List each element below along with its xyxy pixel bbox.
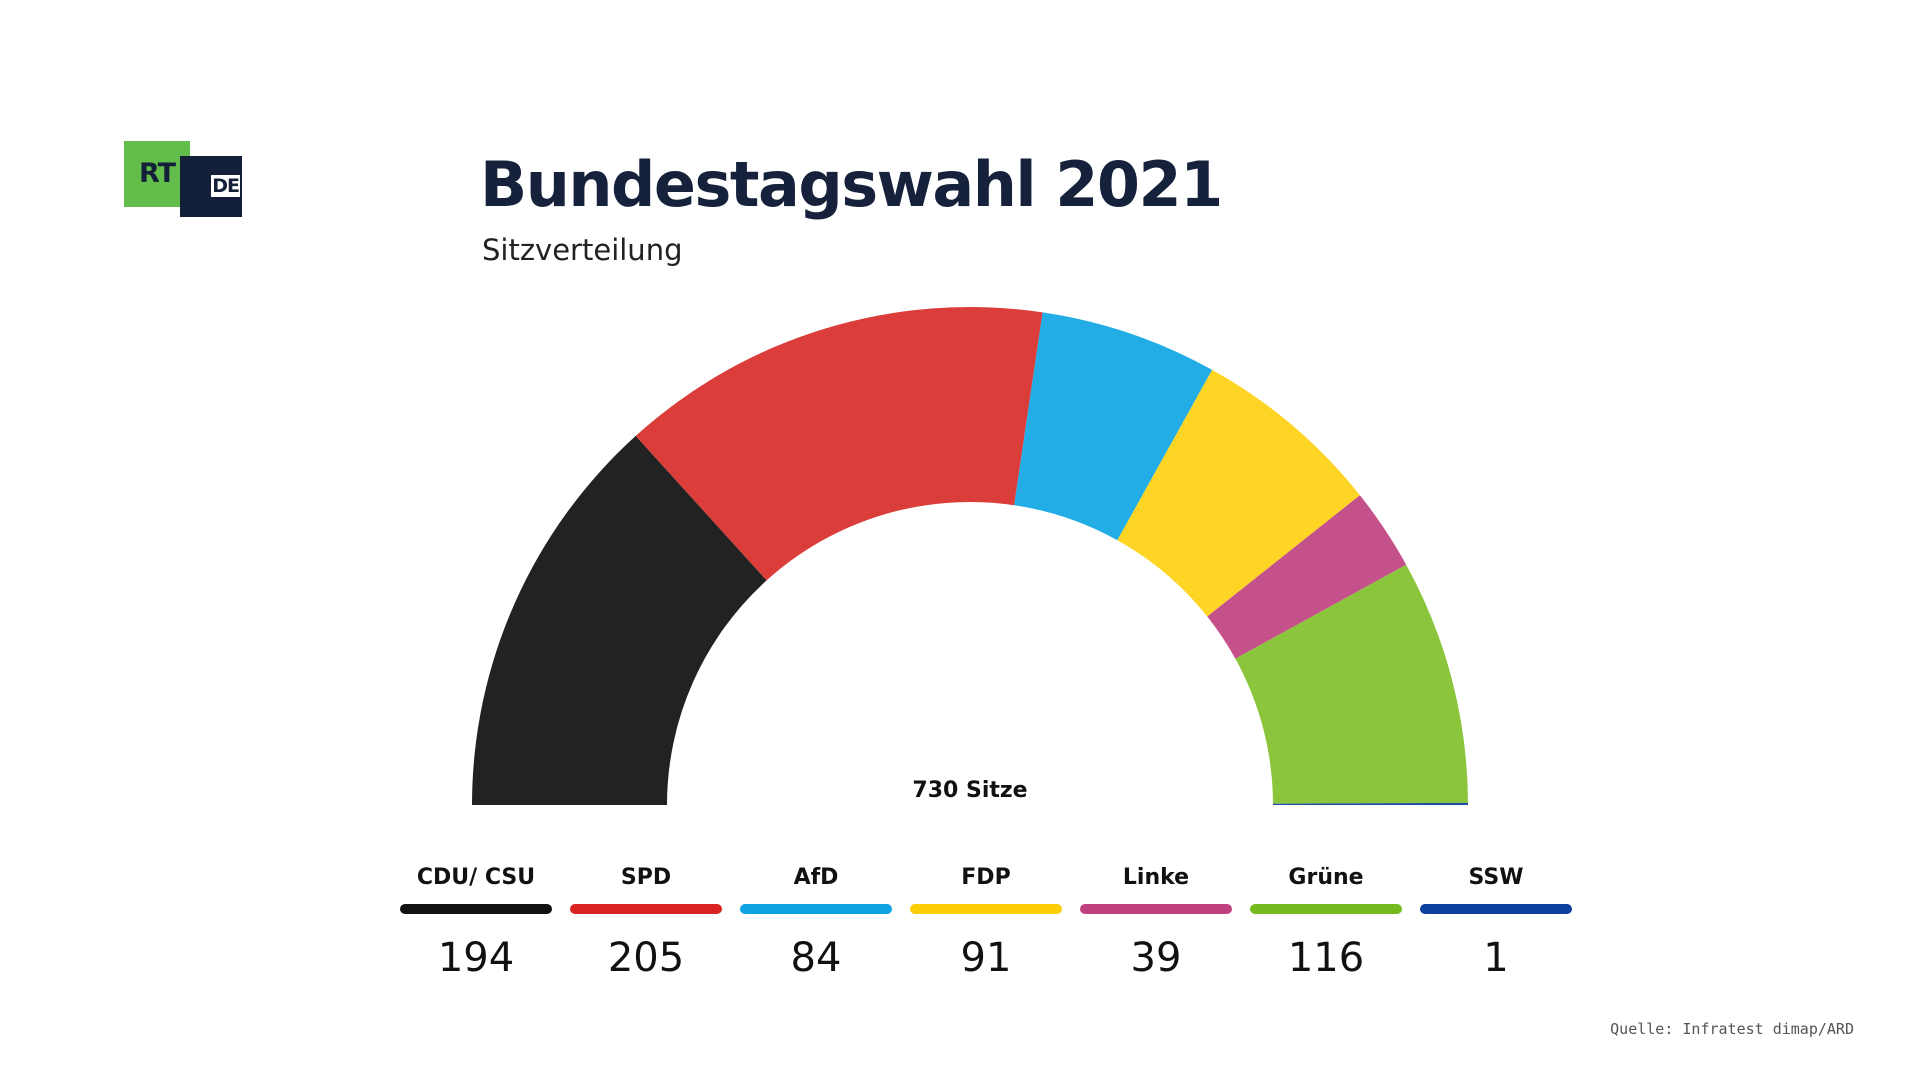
- legend-item-linke: Linke 39: [1080, 863, 1232, 982]
- legend-item-afd: AfD 84: [740, 863, 892, 982]
- chart-title: Bundestagswahl 2021: [480, 148, 1223, 221]
- legend-item-ssw: SSW 1: [1420, 863, 1572, 982]
- legend-value-spd: 205: [607, 935, 685, 981]
- legend-label-ssw: SSW: [1468, 865, 1524, 890]
- total-seats-label: 730 Sitze: [912, 778, 1027, 803]
- legend-value-cdu-csu: 194: [437, 935, 515, 981]
- legend-label-grüne: Grüne: [1288, 865, 1364, 890]
- chart-subtitle: Sitzverteilung: [482, 233, 683, 267]
- logo-de-text: DE: [211, 175, 240, 197]
- logo-rt-block: RT: [124, 141, 190, 207]
- segment-afd: [1014, 312, 1213, 541]
- legend-swatch-grüne: [1250, 904, 1402, 914]
- legend-swatch-ssw: [1420, 904, 1572, 914]
- legend-value-linke: 39: [1130, 935, 1182, 981]
- segment-fdp: [1117, 369, 1360, 617]
- legend-swatch-fdp: [910, 904, 1062, 914]
- segment-cdu-csu: [472, 435, 767, 805]
- legend-value-afd: 84: [790, 935, 842, 981]
- legend-label-spd: SPD: [620, 865, 672, 890]
- legend-item-grüne: Grüne 116: [1250, 863, 1402, 982]
- logo-de-block: DE: [180, 156, 242, 217]
- legend-swatch-cdu-csu: [400, 904, 552, 914]
- rt-de-logo: RT DE: [124, 141, 242, 219]
- legend-label-linke: Linke: [1122, 865, 1190, 890]
- legend-value-grüne: 116: [1287, 935, 1365, 981]
- legend-swatch-linke: [1080, 904, 1232, 914]
- legend-label-afd: AfD: [793, 865, 839, 890]
- legend-swatch-afd: [740, 904, 892, 914]
- legend-item-fdp: FDP 91: [910, 863, 1062, 982]
- legend-label-fdp: FDP: [961, 865, 1011, 890]
- segment-ssw: [1272, 802, 1468, 805]
- legend-swatch-spd: [570, 904, 722, 914]
- half-donut-segments: [472, 307, 1468, 805]
- segment-linke: [1207, 495, 1407, 659]
- legend-item-cdu-csu: CDU/ CSU 194: [400, 863, 552, 982]
- segment-spd: [635, 307, 1043, 581]
- segment-grüne: [1235, 564, 1468, 804]
- legend-value-ssw: 1: [1483, 935, 1509, 981]
- legend-value-fdp: 91: [960, 935, 1012, 981]
- legend-item-spd: SPD 205: [570, 863, 722, 982]
- legend-label-cdu-csu: CDU/ CSU: [416, 865, 536, 890]
- source-note: Quelle: Infratest dimap/ARD: [1610, 1020, 1854, 1038]
